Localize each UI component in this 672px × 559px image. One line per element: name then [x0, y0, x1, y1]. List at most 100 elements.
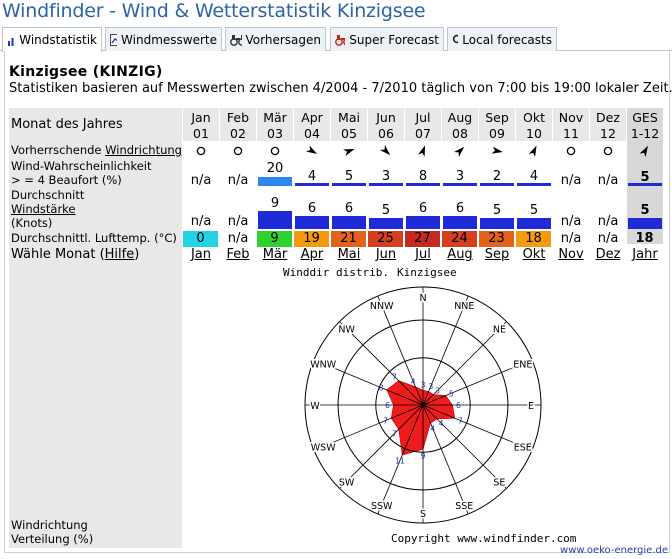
month-header: GES 1-12: [627, 108, 663, 141]
wind-prob-bar: [517, 183, 551, 186]
month-number: 04: [304, 126, 320, 141]
direction-value: 6: [456, 401, 461, 410]
select-month-link[interactable]: Jahr: [632, 247, 658, 262]
direction-label: NW: [338, 325, 355, 336]
wind-prob-bar: [332, 183, 366, 186]
wind-prob-bar: [369, 183, 403, 186]
binoculars-icon: [230, 34, 242, 46]
avg-speed-bar: [369, 218, 403, 229]
select-month-link[interactable]: Feb: [226, 247, 250, 262]
direction-label: WSW: [311, 442, 336, 453]
month-header: Sep 09: [479, 108, 515, 141]
temperature-cell: 18: [635, 231, 654, 246]
month-name: Nov: [558, 110, 584, 125]
direction-label: NNW: [370, 301, 394, 312]
avg-speed-bar: [517, 218, 551, 229]
select-month-link[interactable]: Jul: [415, 247, 431, 262]
direction-value: 9: [421, 451, 426, 460]
month-header: Nov 11: [553, 108, 589, 141]
select-month-link[interactable]: Jun: [375, 247, 397, 262]
help-link[interactable]: Hilfe: [104, 247, 135, 262]
month-number: 07: [415, 126, 431, 141]
direction-label: SSW: [371, 501, 393, 512]
magnifier-icon: [452, 34, 459, 43]
direction-label: N: [419, 293, 426, 304]
tab-label: Windstatistik: [19, 33, 97, 47]
direction-label: ENE: [513, 360, 532, 371]
month-number: 05: [341, 126, 357, 141]
month-number: 03: [267, 126, 283, 141]
select-month-link[interactable]: Sep: [484, 247, 510, 262]
direction-label: NNE: [454, 301, 474, 312]
direction-value: 4: [430, 425, 435, 434]
avg-speed-bar: [258, 211, 292, 229]
month-name: Sep: [485, 110, 509, 125]
select-month-link[interactable]: Dez: [595, 247, 621, 262]
temperature-cell: 27: [405, 231, 440, 247]
month-name: Feb: [226, 110, 250, 125]
bar-chart-icon: [8, 35, 16, 46]
wind-direction-link[interactable]: Windrichtung: [105, 143, 182, 157]
avg-speed-value: 9: [270, 196, 280, 211]
select-month-link[interactable]: Nov: [558, 247, 584, 262]
rose-spoke: [422, 321, 507, 406]
tab-windmesswerte[interactable]: Windmesswerte: [105, 27, 222, 51]
select-month-link[interactable]: Mai: [337, 247, 361, 262]
month-name: GES: [632, 110, 658, 125]
rose-spoke: [422, 404, 533, 451]
wind-prob-value: 4: [529, 169, 539, 184]
label-wind-direction: Vorherrschende Windrichtung: [11, 143, 182, 157]
month-header: Jan 01: [183, 108, 219, 141]
rose-copyright: Copyright www.windfinder.com: [391, 532, 577, 545]
wind-prob-value: 5: [344, 169, 354, 184]
temperature-cell: 25: [368, 231, 403, 247]
wind-direction-arrow-icon: [418, 145, 426, 157]
direction-value: 3: [429, 382, 434, 391]
avg-speed-value: 5: [640, 203, 650, 218]
wind-prob-value: 3: [381, 169, 391, 184]
select-month-link[interactable]: Okt: [522, 247, 546, 262]
rose-spoke: [339, 321, 424, 406]
wind-strength-link[interactable]: Windstärke: [11, 202, 76, 216]
wind-prob-value: 3: [455, 169, 465, 184]
label-month-of-year: Monat des Jahres: [11, 117, 123, 132]
month-number: 10: [526, 126, 542, 141]
footer-link[interactable]: www.oeko-energie.de: [560, 545, 668, 556]
avg-speed-bar: [628, 218, 662, 229]
month-header: Feb 02: [220, 108, 256, 141]
month-header: Jun 06: [368, 108, 404, 141]
month-number: 08: [452, 126, 468, 141]
avg-speed-bar: [332, 216, 366, 229]
na-value: n/a: [560, 231, 582, 246]
label-avg-1: Durchschnitt: [11, 188, 85, 202]
direction-value: 7: [458, 417, 463, 426]
tab-super-forecast[interactable]: Super Forecast: [330, 27, 444, 51]
temperature-cell: 24: [442, 231, 477, 247]
wind-prob-value: 8: [418, 169, 428, 184]
select-month-link[interactable]: Aug: [447, 247, 473, 262]
tab-windstatistik[interactable]: Windstatistik: [2, 27, 102, 52]
label-avg-2: Windstärke: [11, 203, 76, 216]
rose-spoke: [422, 295, 469, 406]
select-month-link[interactable]: Mär: [262, 247, 288, 262]
calm-circle-icon: [566, 146, 576, 156]
content-panel: [4, 51, 670, 553]
tab-label: Vorhersagen: [245, 32, 321, 47]
select-month-link[interactable]: Apr: [300, 247, 324, 262]
na-value: n/a: [227, 173, 249, 188]
month-header: Aug 08: [442, 108, 478, 141]
tab-local-forecasts[interactable]: Local forecasts: [447, 27, 557, 51]
select-month-link[interactable]: Jan: [190, 247, 212, 262]
wind-direction-arrow-icon: [491, 146, 503, 154]
direction-label: ESE: [514, 442, 532, 453]
rose-spoke: [422, 404, 507, 489]
tab-vorhersagen[interactable]: Vorhersagen: [225, 27, 326, 51]
na-value: n/a: [227, 214, 249, 229]
na-value: n/a: [227, 231, 249, 246]
month-name: Mär: [263, 110, 287, 125]
month-number: 02: [230, 126, 246, 141]
direction-value: 7: [383, 417, 388, 426]
direction-value: 3: [435, 386, 440, 395]
station-title: Kinzigsee (KINZIG): [9, 64, 163, 80]
rose-title-left: Winddir distrib.: [283, 266, 389, 279]
